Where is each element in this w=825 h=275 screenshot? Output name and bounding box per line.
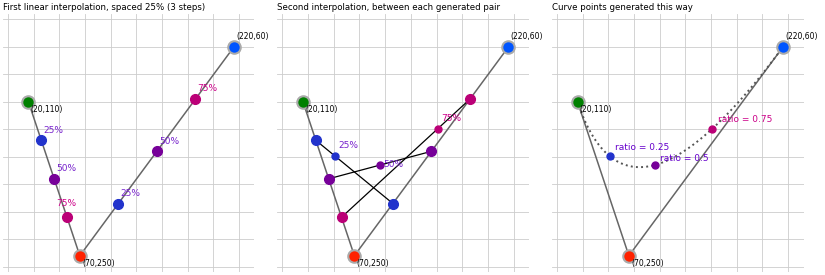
Text: (70,250): (70,250) bbox=[82, 258, 115, 268]
Text: 25%: 25% bbox=[120, 189, 140, 198]
Text: 75%: 75% bbox=[441, 114, 461, 123]
Text: First linear interpolation, spaced 25% (3 steps): First linear interpolation, spaced 25% (… bbox=[2, 3, 205, 12]
Text: (20,110): (20,110) bbox=[31, 105, 63, 114]
Text: 75%: 75% bbox=[197, 84, 218, 94]
Text: (220,60): (220,60) bbox=[236, 32, 268, 41]
Text: (70,250): (70,250) bbox=[631, 258, 663, 268]
Text: 25%: 25% bbox=[338, 141, 358, 150]
Text: (20,110): (20,110) bbox=[580, 105, 612, 114]
Text: ratio = 0.5: ratio = 0.5 bbox=[660, 154, 709, 163]
Text: (220,60): (220,60) bbox=[785, 32, 818, 41]
Text: 75%: 75% bbox=[57, 199, 77, 208]
Text: 50%: 50% bbox=[383, 160, 403, 169]
Text: (20,110): (20,110) bbox=[305, 105, 337, 114]
Text: 50%: 50% bbox=[159, 137, 179, 146]
Text: Curve points generated this way: Curve points generated this way bbox=[552, 3, 693, 12]
Text: ratio = 0.75: ratio = 0.75 bbox=[718, 115, 772, 124]
Text: (70,250): (70,250) bbox=[356, 258, 389, 268]
Text: 50%: 50% bbox=[56, 164, 77, 173]
Text: 25%: 25% bbox=[44, 126, 64, 135]
Text: Second interpolation, between each generated pair: Second interpolation, between each gener… bbox=[277, 3, 500, 12]
Text: (220,60): (220,60) bbox=[511, 32, 543, 41]
Text: ratio = 0.25: ratio = 0.25 bbox=[615, 142, 669, 152]
